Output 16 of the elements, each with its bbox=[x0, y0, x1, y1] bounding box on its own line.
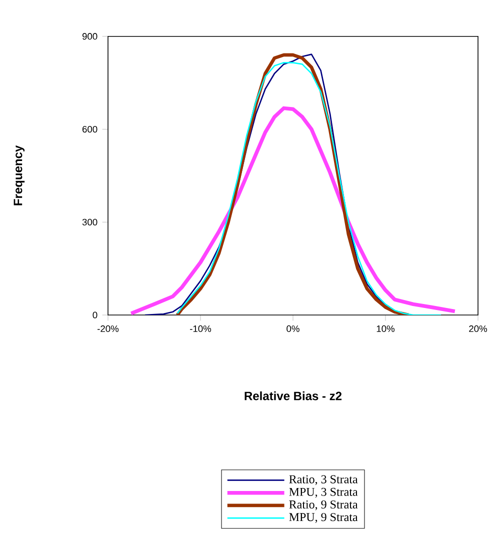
legend-label: Ratio, 9 Strata bbox=[289, 500, 358, 510]
x-tick-label: -10% bbox=[190, 325, 212, 332]
x-tick-label: -20% bbox=[98, 325, 119, 332]
x-tick-label: 0% bbox=[286, 325, 300, 332]
legend-label: MPU, 3 Strata bbox=[289, 488, 358, 498]
legend-label: Ratio, 3 Strata bbox=[289, 475, 358, 486]
legend-label: MPU, 9 Strata bbox=[289, 513, 358, 523]
x-tick-label: 20% bbox=[469, 325, 488, 332]
line-series bbox=[129, 106, 457, 315]
y-tick-label: 900 bbox=[82, 33, 98, 40]
y-tick-label: 300 bbox=[82, 218, 98, 226]
x-tick-label: 10% bbox=[376, 325, 395, 332]
x-axis-title: Relative Bias - z2 bbox=[244, 391, 342, 400]
y-tick-label: 0 bbox=[92, 312, 98, 318]
y-axis-title: Frequency bbox=[14, 145, 25, 206]
y-tick-label: 600 bbox=[82, 126, 98, 133]
